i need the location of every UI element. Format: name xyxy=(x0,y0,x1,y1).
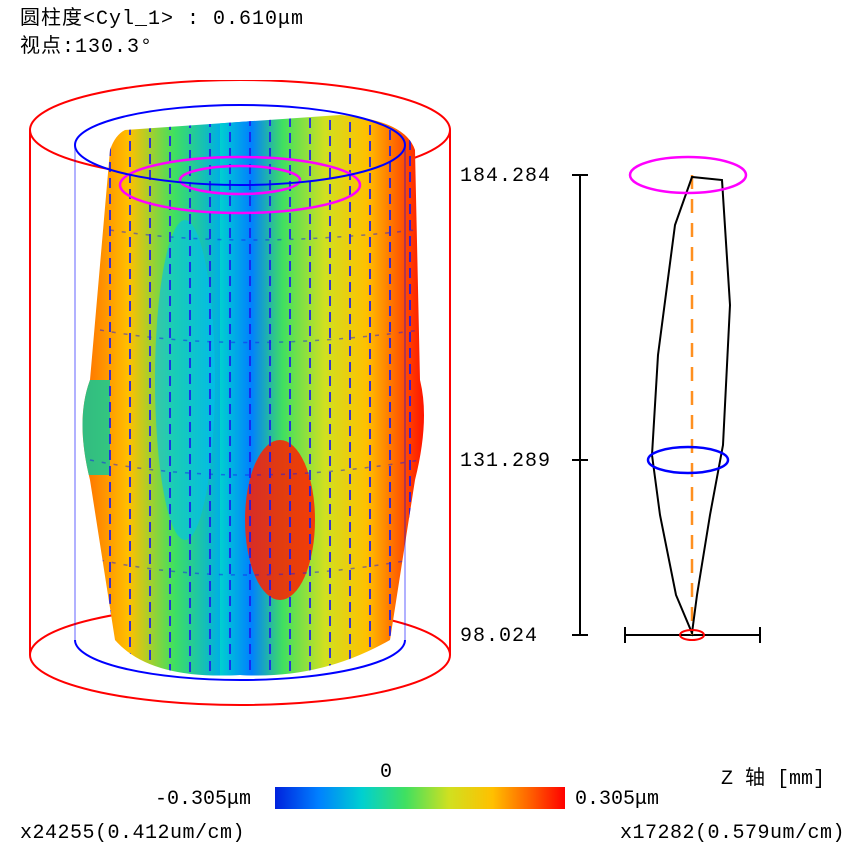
colorbar xyxy=(275,787,565,809)
cylindricity-svg xyxy=(20,80,460,730)
viewpoint-value: 视点:130.3° xyxy=(20,34,304,62)
profile-mid-ellipse xyxy=(648,447,728,473)
z-axis-label: Z 轴 [mm] xyxy=(721,761,825,791)
colorbar-max-label: 0.305μm xyxy=(575,788,659,811)
z-axis-profile: 184.284 131.289 98.024 xyxy=(460,155,860,675)
cylindricity-3d-plot xyxy=(20,80,460,730)
footer-scale-right: x17282(0.579um/cm) xyxy=(620,822,845,845)
header-block: 圆柱度<Cyl_1> : 0.610μm 视点:130.3° xyxy=(20,6,304,62)
colorbar-zero-label: 0 xyxy=(380,761,392,784)
colorbar-min-label: -0.305μm xyxy=(155,788,251,811)
profile-svg xyxy=(460,155,860,675)
cylindricity-surface xyxy=(63,110,431,690)
footer-scale-left: x24255(0.412um/cm) xyxy=(20,822,245,845)
cylindricity-value: 圆柱度<Cyl_1> : 0.610μm xyxy=(20,6,304,34)
